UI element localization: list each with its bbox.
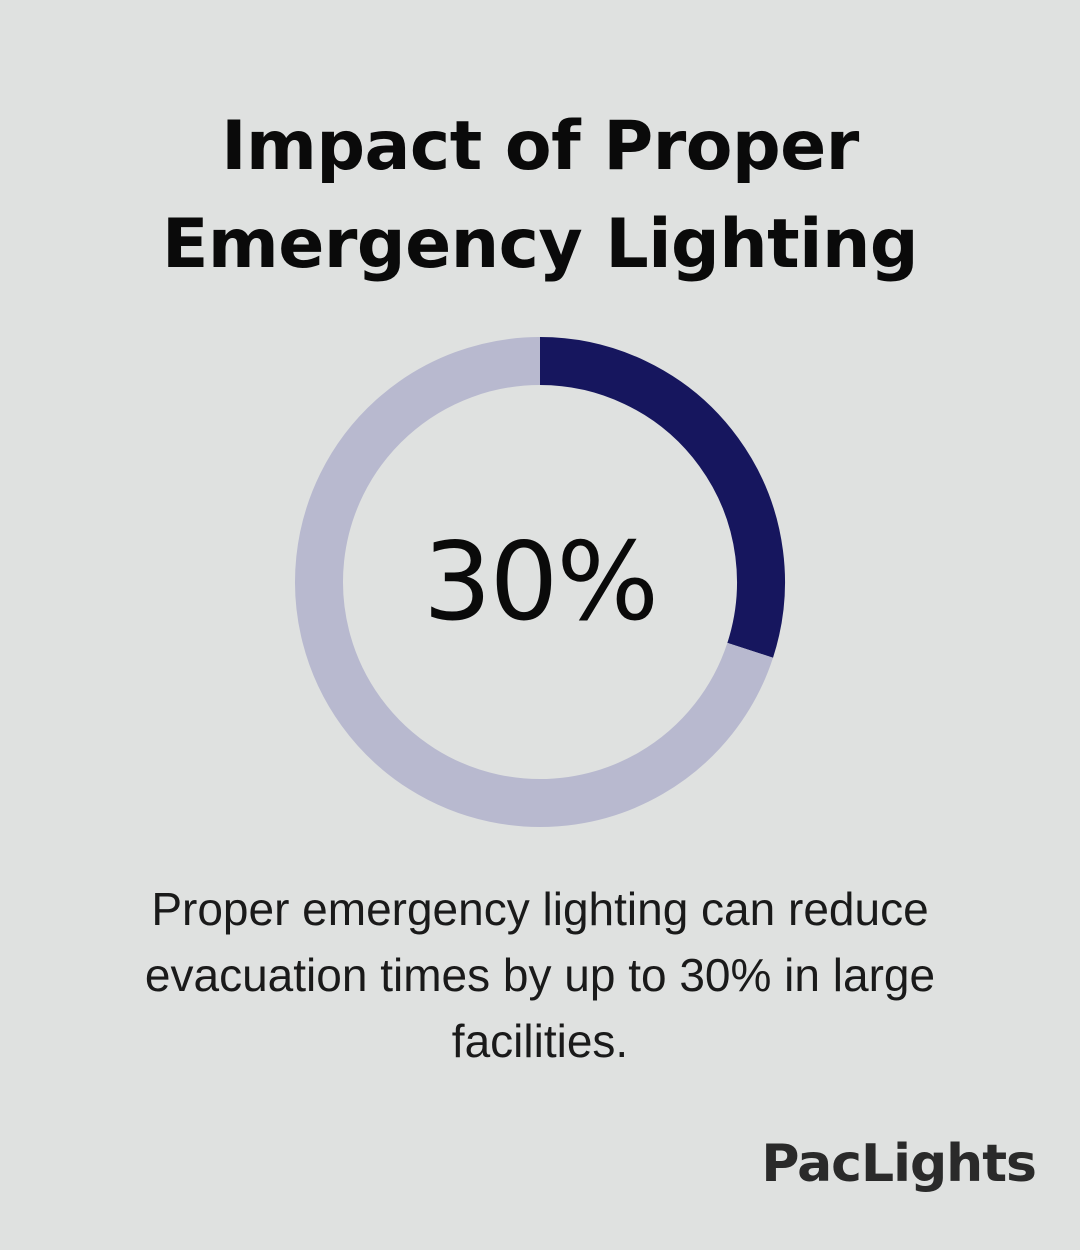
title-line-2: Emergency Lighting (161, 205, 919, 284)
donut-slice-highlight (539, 337, 785, 658)
donut-chart (295, 337, 785, 827)
paclights-logo: PacLights (761, 1134, 1037, 1194)
donut-slice-remainder (295, 337, 773, 827)
title-line-1: Impact of Proper (221, 107, 859, 186)
page-title: Impact of Proper Emergency Lighting (0, 98, 1080, 294)
center-value: 30% (422, 519, 659, 645)
description: Proper emergency lighting can reduce eva… (144, 883, 936, 1067)
